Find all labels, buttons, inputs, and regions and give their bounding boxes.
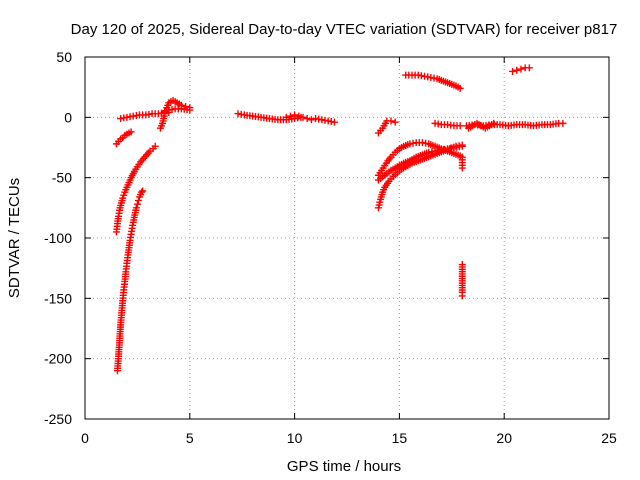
x-axis-label: GPS time / hours [287, 458, 401, 475]
y-tick-label: 50 [56, 49, 72, 65]
data-point [295, 112, 303, 120]
x-tick-label: 20 [496, 430, 512, 446]
data-point [303, 115, 311, 123]
data-point [291, 111, 299, 119]
data-point [490, 119, 498, 127]
y-axis-label: SDTVAR / TECUs [6, 178, 23, 298]
data-point [127, 128, 135, 136]
data-point [139, 187, 147, 195]
y-tick-label: -150 [44, 290, 72, 306]
x-tick-labels: 0 5 10 15 20 25 [81, 430, 617, 446]
data-point [299, 113, 307, 121]
data-point [387, 117, 395, 125]
data-point [307, 116, 315, 124]
data-point [138, 188, 146, 196]
y-tick-label: -100 [44, 230, 72, 246]
y-tick-labels: -250 -200 -150 -100 -50 0 50 [44, 49, 72, 427]
x-tick-label: 0 [81, 430, 89, 446]
data-point [151, 142, 159, 150]
data-point [458, 292, 466, 300]
y-tick-label: -50 [52, 170, 72, 186]
data-point [513, 66, 521, 74]
x-tick-label: 10 [287, 430, 303, 446]
data-point [456, 84, 464, 92]
ticks [84, 56, 610, 420]
data-point [286, 112, 294, 120]
data-marks [112, 64, 567, 375]
data-point [517, 65, 525, 73]
data-point [509, 67, 517, 75]
chart-title: Day 120 of 2025, Sidereal Day-to-day VTE… [71, 21, 618, 38]
x-tick-label: 15 [392, 430, 408, 446]
data-point [132, 204, 140, 212]
y-tick-label: 0 [64, 109, 72, 125]
data-point [458, 164, 466, 172]
data-point [282, 113, 290, 121]
data-point [134, 197, 142, 205]
data-point [391, 118, 399, 126]
y-tick-label: -250 [44, 411, 72, 427]
data-point [525, 64, 533, 72]
data-point [458, 142, 466, 150]
data-point [133, 200, 141, 208]
data-point [161, 107, 169, 115]
data-point [456, 122, 464, 130]
data-point [186, 106, 194, 114]
x-tick-label: 5 [186, 430, 194, 446]
y-tick-label: -200 [44, 351, 72, 367]
data-point [330, 118, 338, 126]
data-point [559, 119, 567, 127]
x-tick-label: 25 [601, 430, 617, 446]
